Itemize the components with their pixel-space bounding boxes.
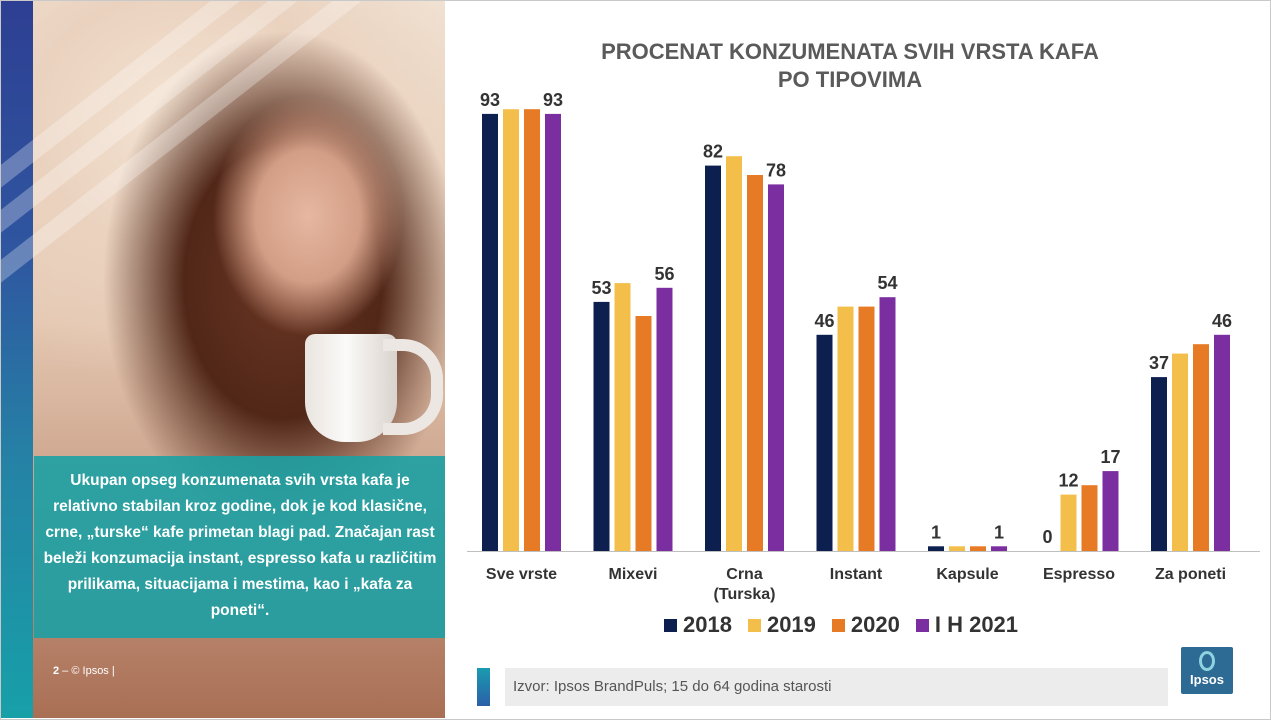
- category-label: Za poneti: [1155, 566, 1226, 583]
- legend-item-2019: 2019: [747, 612, 816, 638]
- cup-handle: [383, 339, 443, 435]
- coffee-cup: [305, 334, 397, 442]
- chart-title-line1: PROCENAT KONZUMENATA SVIH VRSTA KAFA: [601, 39, 1099, 64]
- data-label: 93: [480, 90, 500, 110]
- bar-chart: 93 93 Sve vrste 53 56 Mixevi 82 78 Crna (Turska) 4…: [467, 90, 1260, 603]
- data-label: 56: [654, 264, 674, 284]
- page-number: 2: [53, 665, 60, 677]
- data-label: 1: [994, 522, 1004, 542]
- category-label: Kapsule: [936, 566, 998, 583]
- bar-2018-6: [1151, 377, 1167, 551]
- legend-swatch-2019: [747, 618, 761, 632]
- data-label: 54: [877, 273, 897, 293]
- category-label: Crna: [726, 566, 763, 583]
- bar-2019-5: [1060, 494, 1077, 551]
- chart-title: PROCENAT KONZUMENATA SVIH VRSTA KAFA PO …: [530, 38, 1170, 94]
- legend-label-ih2021: I H 2021: [934, 612, 1019, 637]
- data-label: 37: [1149, 353, 1169, 373]
- bar-2018-3: [816, 334, 833, 551]
- bar-I-H-2021-5: [1102, 471, 1119, 551]
- bar-2019-4: [949, 546, 965, 551]
- bar-2020-0: [524, 109, 540, 551]
- logo-text: Ipsos: [1190, 672, 1224, 687]
- source-note: Izvor: Ipsos BrandPuls; 15 do 64 godina …: [505, 668, 1168, 706]
- bar-2019-3: [837, 306, 854, 551]
- category-label: Mixevi: [609, 566, 658, 583]
- accent-stripe: [1, 1, 33, 718]
- legend-item-2018: 2018: [664, 612, 732, 638]
- legend-label-2020: 2020: [850, 612, 900, 637]
- source-accent: [477, 668, 490, 706]
- bar-2020-6: [1193, 344, 1209, 551]
- left-panel: Ukupan opseg konzumenata svih vrsta kafa…: [1, 1, 445, 718]
- page-separator: –: [59, 665, 72, 677]
- bar-2020-3: [858, 306, 875, 551]
- category-label: Sve vrste: [486, 566, 557, 583]
- page-footer: 2 – © Ipsos |: [53, 665, 115, 677]
- category-label: (Turska): [714, 586, 776, 603]
- chart-title-line2: PO TIPOVIMA: [777, 67, 923, 92]
- data-label: 0: [1042, 527, 1052, 547]
- bar-2018-0: [482, 113, 498, 552]
- chart-legend: 2018 2019 2020 I H 2021: [664, 612, 1018, 638]
- category-label: Instant: [830, 566, 883, 583]
- bar-I-H-2021-2: [768, 184, 784, 551]
- legend-label-2019: 2019: [766, 612, 816, 637]
- bar-2018-4: [928, 546, 944, 551]
- bar-2019-0: [503, 109, 519, 551]
- data-label: 46: [1212, 311, 1232, 331]
- legend-item-2020: 2020: [831, 612, 900, 638]
- category-label: Espresso: [1043, 566, 1115, 583]
- bar-2020-4: [970, 546, 986, 551]
- logo-mark-icon: [1199, 651, 1215, 671]
- data-label: 53: [591, 278, 611, 298]
- data-label: 1: [931, 522, 941, 542]
- bar-2018-2: [705, 165, 721, 551]
- legend-swatch-2020: [831, 618, 845, 632]
- legend-swatch-2018: [664, 618, 677, 632]
- summary-box: [34, 456, 445, 638]
- data-label: 93: [543, 90, 563, 110]
- bar-I-H-2021-0: [545, 113, 561, 552]
- data-label: 17: [1100, 447, 1120, 467]
- legend-item-ih2021: I H 2021: [915, 612, 1019, 638]
- bar-2020-1: [635, 316, 652, 551]
- legend-swatch-ih2021: [915, 618, 929, 632]
- bar-I-H-2021-3: [879, 297, 896, 551]
- bar-I-H-2021-6: [1214, 334, 1230, 551]
- bar-I-H-2021-1: [656, 287, 673, 551]
- bar-2019-2: [726, 156, 742, 551]
- bar-2020-2: [747, 175, 763, 551]
- bar-I-H-2021-4: [991, 546, 1007, 551]
- data-label: 12: [1058, 471, 1078, 491]
- legend-label-2018: 2018: [683, 612, 732, 637]
- data-label: 78: [766, 160, 786, 180]
- bar-2020-5: [1081, 485, 1098, 551]
- bar-2019-6: [1172, 353, 1188, 551]
- summary-text: Ukupan opseg konzumenata svih vrsta kafa…: [43, 472, 437, 619]
- bar-2019-1: [614, 283, 631, 551]
- data-label: 46: [814, 311, 834, 331]
- data-label: 82: [703, 142, 723, 162]
- bar-2018-1: [593, 301, 610, 551]
- copyright: © Ipsos |: [71, 665, 115, 677]
